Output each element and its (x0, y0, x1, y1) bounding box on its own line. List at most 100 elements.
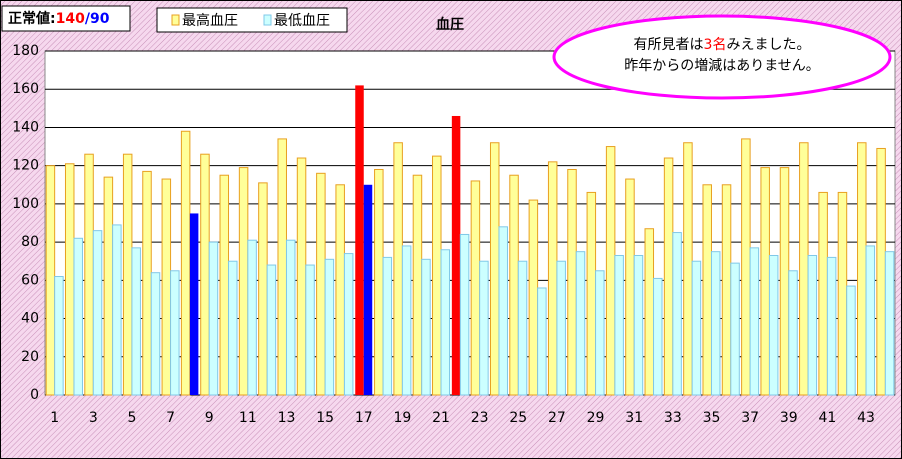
normal-sep: / (85, 11, 91, 27)
bar (258, 182, 268, 396)
x-tick-label: 23 (471, 410, 489, 426)
annotation-text: みえました。 (726, 37, 810, 53)
annotation-line1: 有所見者は3名みえました。 (634, 37, 811, 53)
bar (131, 247, 141, 396)
bar (517, 260, 528, 396)
bar (876, 147, 886, 396)
x-tick-label: 37 (741, 410, 759, 426)
bar (122, 153, 133, 396)
x-tick-label: 21 (432, 410, 450, 426)
bar (170, 270, 180, 396)
legend (156, 7, 348, 33)
bar (84, 153, 94, 396)
bar (644, 228, 655, 396)
bar (691, 260, 702, 396)
bar (189, 213, 199, 395)
bar (451, 115, 461, 395)
bar (846, 285, 856, 396)
x-tick-label: 5 (127, 410, 136, 426)
bar (363, 184, 373, 395)
annotation-ellipse (552, 14, 892, 100)
bar (103, 176, 114, 396)
bar (316, 172, 326, 396)
y-tick-label: 160 (12, 81, 39, 97)
x-tick-label: 33 (664, 410, 682, 426)
bar (219, 174, 230, 396)
bar (305, 264, 315, 396)
bar (180, 130, 191, 396)
bar (653, 277, 663, 396)
y-tick-label: 60 (21, 272, 39, 288)
x-tick-label: 9 (205, 410, 214, 426)
x-tick-label: 1 (50, 410, 59, 426)
bar (575, 251, 586, 396)
x-tick-label: 25 (509, 410, 527, 426)
bar (393, 142, 403, 396)
bar (45, 165, 56, 396)
bar (247, 239, 257, 396)
y-tick-label: 180 (12, 43, 39, 59)
bar (208, 241, 219, 396)
bar (54, 276, 64, 396)
bar (567, 168, 577, 396)
legend-label: 最低血圧 (274, 13, 330, 29)
x-tick-label: 31 (625, 410, 643, 426)
bar (277, 138, 287, 396)
bar (228, 260, 238, 396)
bar (343, 253, 354, 396)
bar (865, 245, 876, 396)
bar (382, 256, 393, 396)
x-tick-label: 27 (548, 410, 566, 426)
bar (760, 167, 770, 396)
bar (296, 157, 307, 396)
bar (884, 251, 895, 396)
bar (73, 237, 83, 396)
bar (112, 224, 122, 396)
bar (509, 174, 519, 396)
bar (479, 260, 489, 396)
bar (672, 232, 682, 396)
x-tick-label: 19 (393, 410, 411, 426)
x-tick-label: 11 (239, 410, 257, 426)
x-tick-label: 41 (818, 410, 836, 426)
bar (537, 287, 547, 396)
bar (837, 191, 848, 396)
y-tick-label: 20 (21, 349, 39, 365)
bar (440, 249, 451, 396)
bar (161, 178, 172, 396)
bar (768, 254, 779, 396)
x-tick-label: 17 (355, 410, 373, 426)
x-tick-label: 3 (89, 410, 98, 426)
annotation-highlight: 3名 (704, 37, 727, 53)
x-tick-label: 15 (316, 410, 334, 426)
bar (489, 142, 500, 396)
bar (807, 254, 818, 396)
normal-box (1, 5, 131, 32)
bar (710, 251, 721, 396)
normal-value: 正常値:140/90 (8, 10, 110, 27)
bar (374, 168, 384, 396)
bar (702, 184, 712, 396)
bar (741, 138, 751, 396)
bar (412, 174, 423, 396)
legend-label: 最高血圧 (182, 12, 238, 29)
normal-label: 正常値: (8, 10, 56, 27)
bar (788, 270, 798, 396)
annotation-line2: 昨年からの増減はありません。 (624, 57, 820, 74)
bar (683, 142, 693, 396)
bar (64, 163, 75, 396)
bar (266, 264, 277, 396)
bar (355, 85, 364, 396)
bar (586, 191, 597, 396)
chart-title: 血圧 (436, 16, 464, 33)
y-tick-label: 120 (12, 158, 39, 174)
bar (779, 167, 790, 396)
bar (421, 258, 431, 396)
bar (470, 180, 481, 396)
y-tick-label: 80 (21, 234, 39, 250)
bar (556, 260, 566, 396)
bar (92, 230, 103, 396)
bar (142, 170, 152, 396)
x-tick-label: 35 (703, 410, 721, 426)
y-tick-label: 100 (12, 196, 39, 212)
